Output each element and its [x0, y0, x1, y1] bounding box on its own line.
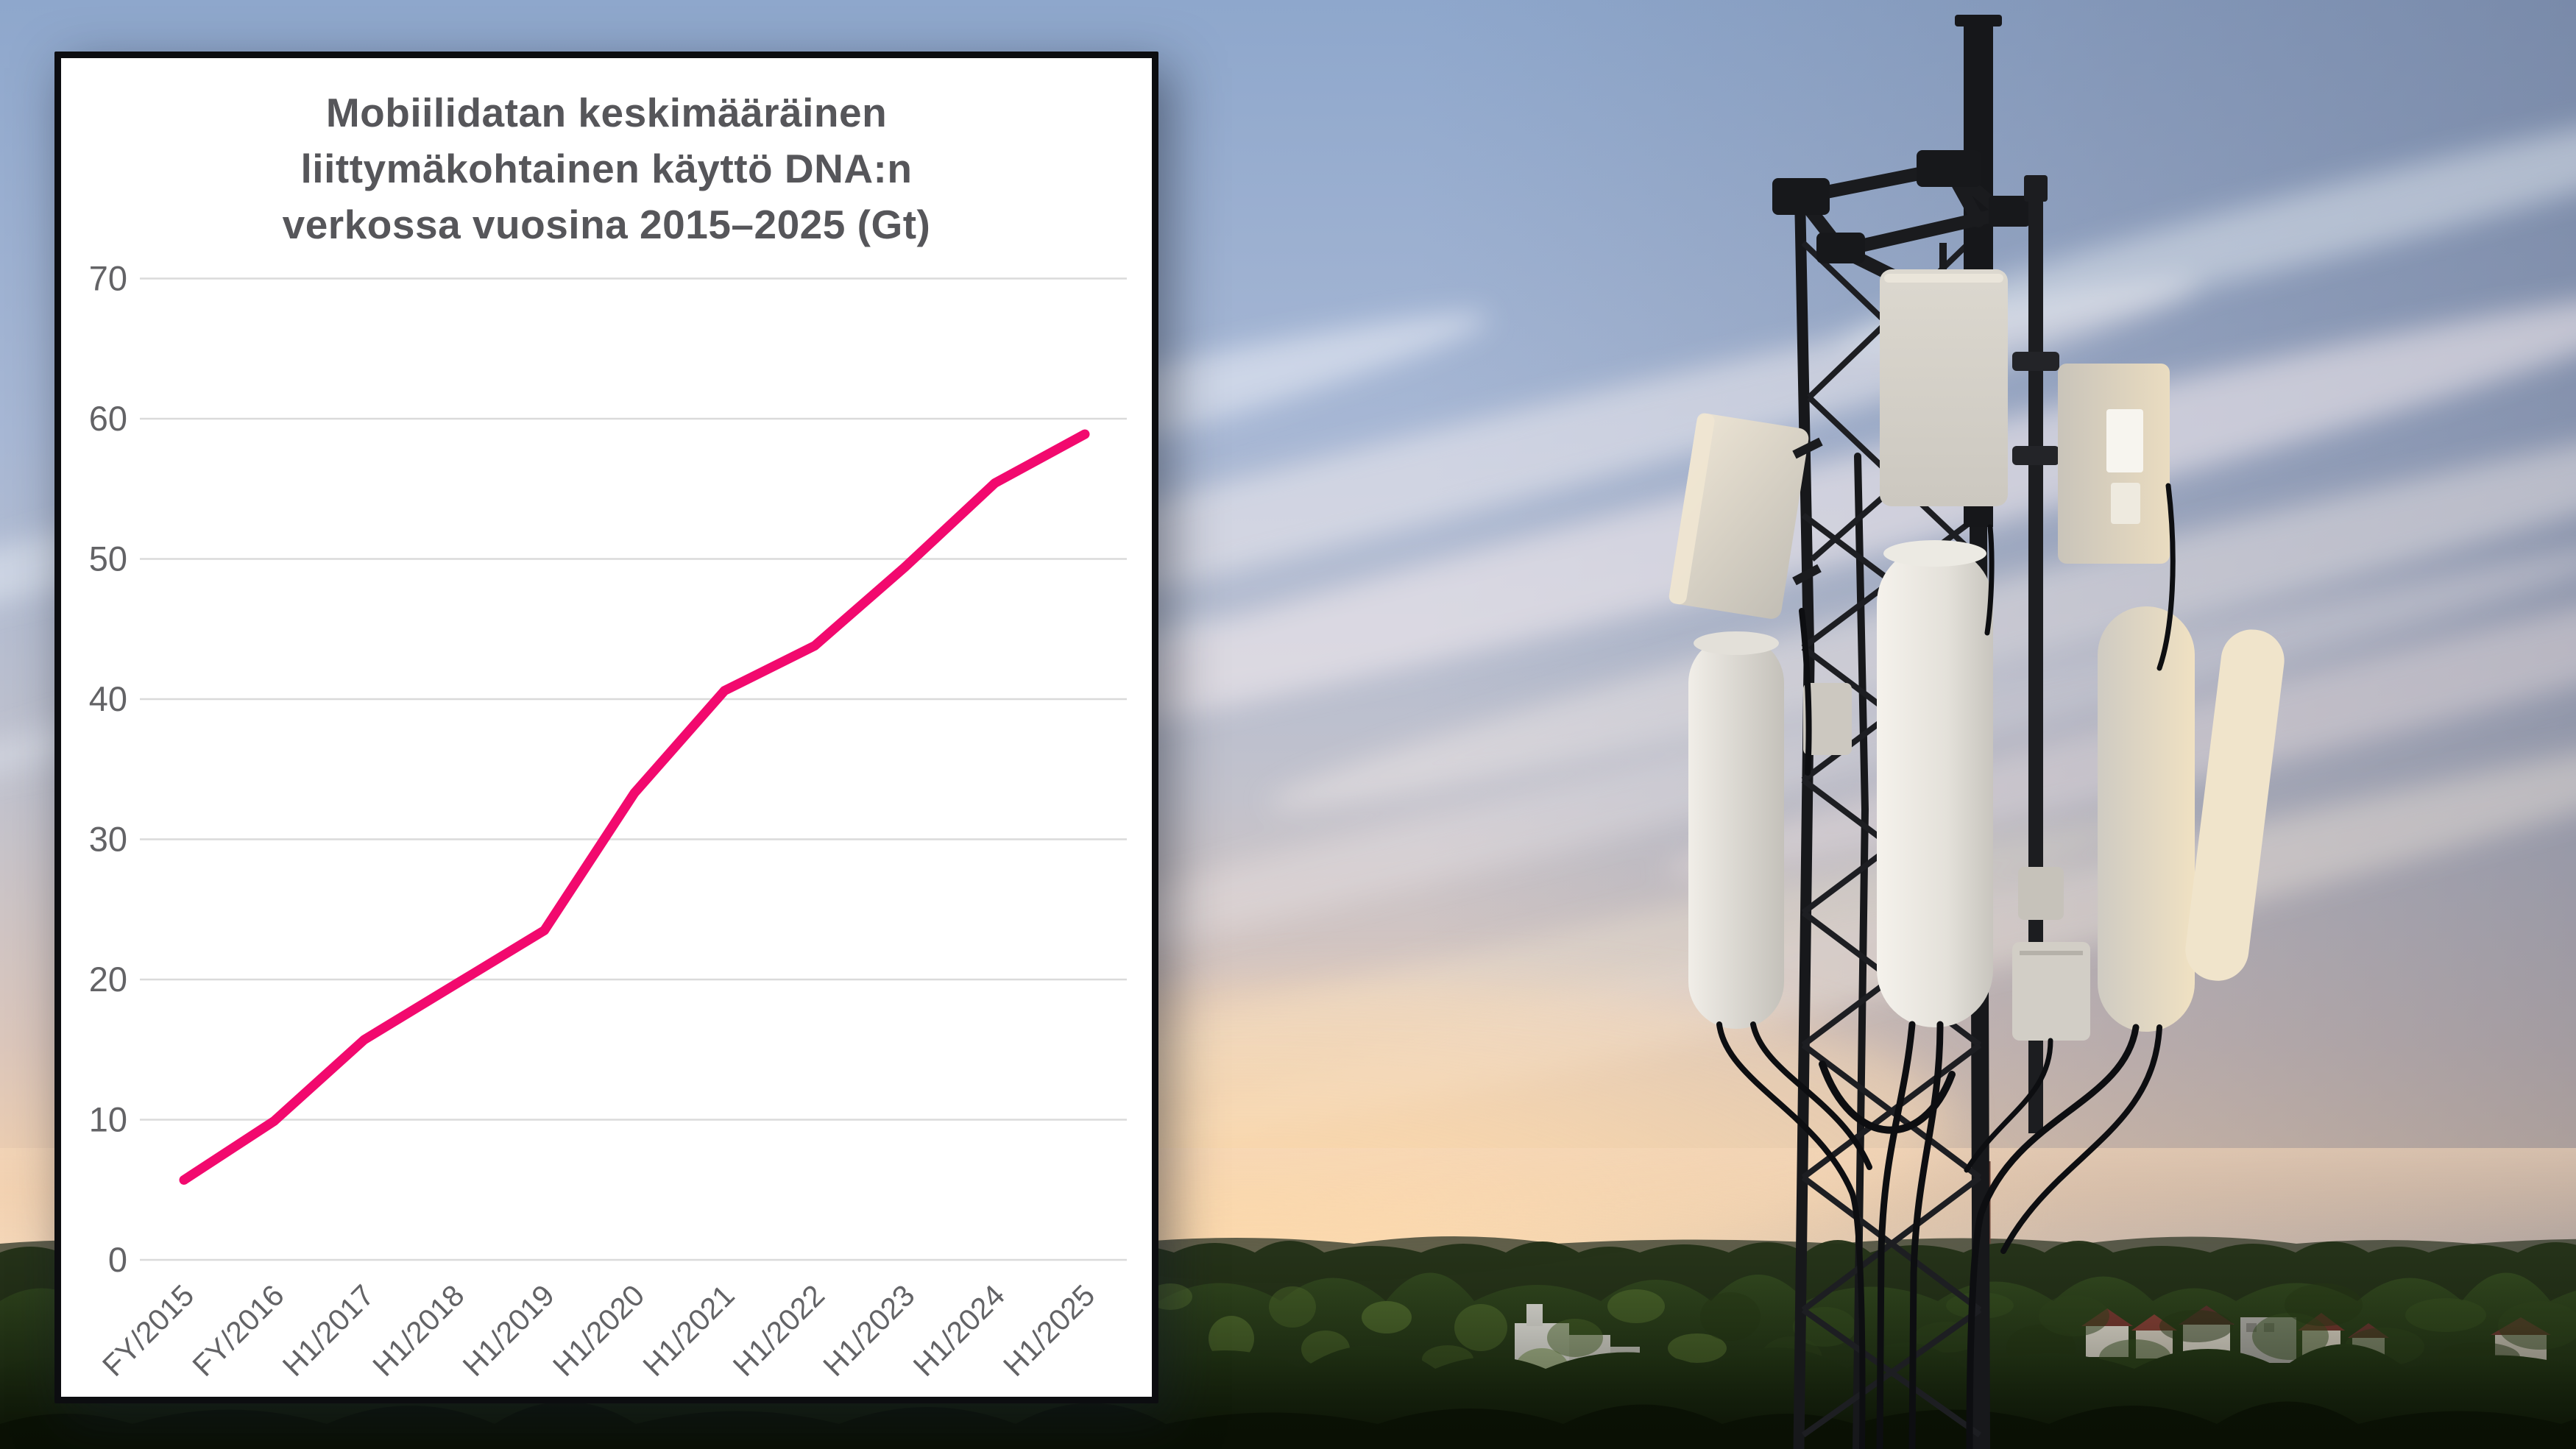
tower-top-frame — [1794, 161, 2010, 325]
cell-tower — [1669, 15, 2285, 1449]
junction-box — [2012, 867, 2090, 1041]
antenna-panel-center — [1880, 243, 2008, 506]
panel-antenna-far-right — [2185, 629, 2285, 981]
chart-title: Mobiilidatan keskimääräinen liittymäkoht… — [61, 85, 1152, 252]
antenna-cables — [1716, 483, 2176, 1449]
cylinder-antenna-left — [1688, 631, 1784, 1029]
line-chart: 010203040506070FY/2015FY/2016H1/2017H1/2… — [89, 259, 1127, 1383]
cylinder-antenna-right — [2098, 606, 2195, 1032]
y-tick-label: 0 — [108, 1240, 127, 1279]
chart-title-line: verkossa vuosina 2015–2025 (Gt) — [282, 202, 931, 247]
y-tick-label: 60 — [89, 399, 127, 438]
x-tick-label: FY/2016 — [186, 1278, 291, 1383]
x-tick-label: H1/2025 — [997, 1278, 1101, 1383]
data-line — [179, 429, 1090, 1185]
x-tick-label: H1/2017 — [276, 1278, 381, 1383]
y-tick-label: 30 — [89, 820, 127, 859]
y-tick-label: 70 — [89, 259, 127, 298]
chart-title-line: liittymäkohtainen käyttö DNA:n — [300, 146, 913, 191]
pole-clamp-lower — [2012, 446, 2059, 465]
rru-unit-left — [1803, 683, 1852, 755]
antenna-box-right — [2058, 364, 2170, 564]
y-tick-label: 50 — [89, 539, 127, 578]
y-tick-label: 40 — [89, 679, 127, 718]
x-tick-label: H1/2020 — [546, 1278, 651, 1383]
antenna-box-left — [1669, 413, 1809, 619]
x-tick-label: FY/2015 — [96, 1278, 200, 1383]
tower-beam-cap — [1955, 15, 2002, 26]
pole-clamp-upper — [2012, 352, 2059, 371]
x-tick-label: H1/2018 — [366, 1278, 470, 1383]
y-tick-label: 10 — [89, 1100, 127, 1139]
x-tick-label: H1/2024 — [907, 1278, 1011, 1383]
x-tick-label: H1/2021 — [637, 1278, 741, 1383]
aux-pole-cap — [2024, 175, 2048, 202]
antenna-left-mounts — [1792, 437, 1823, 586]
y-tick-label: 20 — [89, 960, 127, 999]
chart-card: Mobiilidatan keskimääräinen liittymäkoht… — [54, 52, 1158, 1403]
x-tick-label: H1/2019 — [456, 1278, 561, 1383]
cylinder-antenna-center — [1877, 540, 1993, 1027]
tower-frame-caps — [1772, 150, 2030, 263]
chart-title-line: Mobiilidatan keskimääräinen — [325, 90, 888, 135]
x-tick-label: H1/2022 — [726, 1278, 831, 1383]
x-tick-label: H1/2023 — [816, 1278, 921, 1383]
